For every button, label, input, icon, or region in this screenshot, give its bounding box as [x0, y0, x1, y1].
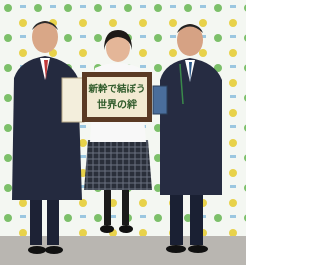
- photo: 新幹で結ぼう 世界の絆: [0, 0, 246, 265]
- award-frame: 新幹で結ぼう 世界の絆: [82, 72, 152, 122]
- sign-line: 世界の絆: [97, 98, 137, 111]
- sign-line: 新幹で結ぼう: [87, 83, 145, 95]
- page: {"photo": {"sign": {"lines": ["新幹で結ぼう", …: [0, 0, 246, 265]
- frame-panel: [87, 77, 147, 117]
